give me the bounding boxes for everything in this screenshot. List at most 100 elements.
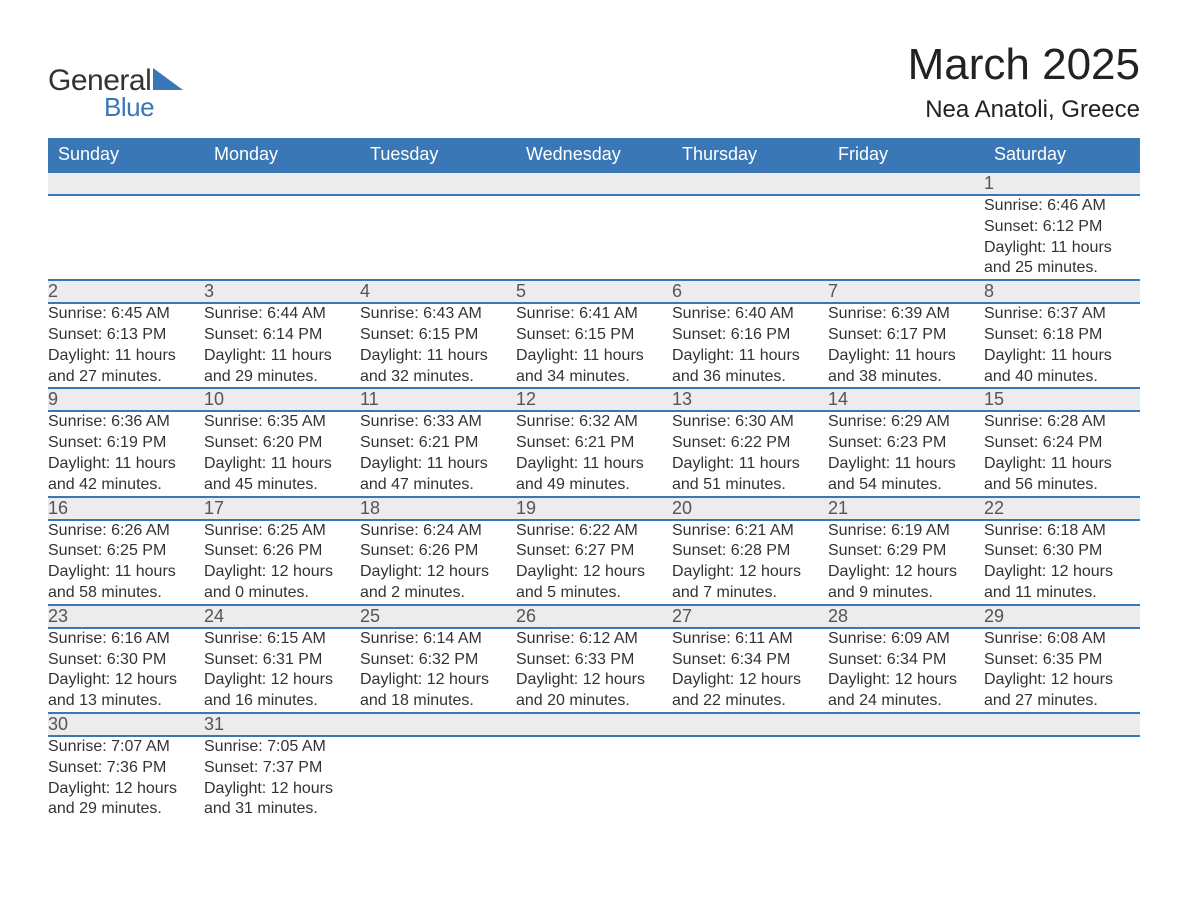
sunrise-line: Sunrise: 6:35 AM bbox=[204, 412, 360, 433]
day-number-cell: 15 bbox=[984, 388, 1140, 411]
day-number-cell: 1 bbox=[984, 172, 1140, 195]
sunset-line: Sunset: 6:16 PM bbox=[672, 325, 828, 346]
sunset-line: Sunset: 6:32 PM bbox=[360, 650, 516, 671]
sunset-line: Sunset: 6:28 PM bbox=[672, 541, 828, 562]
sunset-line: Sunset: 6:29 PM bbox=[828, 541, 984, 562]
weekday-header: Sunday bbox=[48, 138, 204, 172]
daylight-line: Daylight: 11 hours and 54 minutes. bbox=[828, 454, 984, 496]
day-detail-cell bbox=[360, 195, 516, 280]
day-number-cell bbox=[360, 172, 516, 195]
sunrise-line: Sunrise: 6:21 AM bbox=[672, 521, 828, 542]
day-number-cell: 11 bbox=[360, 388, 516, 411]
day-number-cell bbox=[516, 172, 672, 195]
sunrise-line: Sunrise: 6:11 AM bbox=[672, 629, 828, 650]
day-detail-cell: Sunrise: 6:40 AMSunset: 6:16 PMDaylight:… bbox=[672, 303, 828, 388]
sunrise-line: Sunrise: 6:25 AM bbox=[204, 521, 360, 542]
day-number-cell: 8 bbox=[984, 280, 1140, 303]
sunset-line: Sunset: 6:26 PM bbox=[360, 541, 516, 562]
brand-logo: General Blue bbox=[48, 40, 183, 123]
sunrise-line: Sunrise: 6:40 AM bbox=[672, 304, 828, 325]
day-number-cell: 26 bbox=[516, 605, 672, 628]
daylight-line: Daylight: 12 hours and 31 minutes. bbox=[204, 779, 360, 821]
day-number-cell: 22 bbox=[984, 497, 1140, 520]
sunrise-line: Sunrise: 6:22 AM bbox=[516, 521, 672, 542]
day-number-row: 1 bbox=[48, 172, 1140, 195]
daylight-line: Daylight: 11 hours and 58 minutes. bbox=[48, 562, 204, 604]
sunset-line: Sunset: 6:15 PM bbox=[360, 325, 516, 346]
day-detail-cell bbox=[828, 736, 984, 820]
sunrise-line: Sunrise: 6:36 AM bbox=[48, 412, 204, 433]
sunset-line: Sunset: 6:30 PM bbox=[984, 541, 1140, 562]
daylight-line: Daylight: 12 hours and 27 minutes. bbox=[984, 670, 1140, 712]
day-number-cell: 25 bbox=[360, 605, 516, 628]
day-number-cell: 3 bbox=[204, 280, 360, 303]
day-number-cell: 4 bbox=[360, 280, 516, 303]
day-detail-cell bbox=[828, 195, 984, 280]
sunset-line: Sunset: 6:15 PM bbox=[516, 325, 672, 346]
day-detail-cell bbox=[672, 736, 828, 820]
day-number-cell: 14 bbox=[828, 388, 984, 411]
day-detail-cell: Sunrise: 6:33 AMSunset: 6:21 PMDaylight:… bbox=[360, 411, 516, 496]
day-number-row: 3031 bbox=[48, 713, 1140, 736]
day-detail-cell bbox=[204, 195, 360, 280]
sunset-line: Sunset: 6:33 PM bbox=[516, 650, 672, 671]
daylight-line: Daylight: 11 hours and 34 minutes. bbox=[516, 346, 672, 388]
sunset-line: Sunset: 6:23 PM bbox=[828, 433, 984, 454]
day-detail-cell: Sunrise: 6:24 AMSunset: 6:26 PMDaylight:… bbox=[360, 520, 516, 605]
daylight-line: Daylight: 12 hours and 5 minutes. bbox=[516, 562, 672, 604]
weekday-header: Saturday bbox=[984, 138, 1140, 172]
sunrise-line: Sunrise: 6:19 AM bbox=[828, 521, 984, 542]
sunset-line: Sunset: 7:36 PM bbox=[48, 758, 204, 779]
day-detail-cell: Sunrise: 6:44 AMSunset: 6:14 PMDaylight:… bbox=[204, 303, 360, 388]
weekday-header: Friday bbox=[828, 138, 984, 172]
weekday-header: Tuesday bbox=[360, 138, 516, 172]
day-number-cell: 10 bbox=[204, 388, 360, 411]
sunset-line: Sunset: 6:35 PM bbox=[984, 650, 1140, 671]
day-number-cell: 6 bbox=[672, 280, 828, 303]
day-detail-cell: Sunrise: 6:28 AMSunset: 6:24 PMDaylight:… bbox=[984, 411, 1140, 496]
day-detail-cell: Sunrise: 6:14 AMSunset: 6:32 PMDaylight:… bbox=[360, 628, 516, 713]
daylight-line: Daylight: 11 hours and 32 minutes. bbox=[360, 346, 516, 388]
daylight-line: Daylight: 12 hours and 24 minutes. bbox=[828, 670, 984, 712]
daylight-line: Daylight: 12 hours and 20 minutes. bbox=[516, 670, 672, 712]
day-detail-cell bbox=[48, 195, 204, 280]
sunrise-line: Sunrise: 6:32 AM bbox=[516, 412, 672, 433]
daylight-line: Daylight: 12 hours and 7 minutes. bbox=[672, 562, 828, 604]
daylight-line: Daylight: 12 hours and 0 minutes. bbox=[204, 562, 360, 604]
day-number-cell bbox=[828, 713, 984, 736]
sunrise-line: Sunrise: 6:46 AM bbox=[984, 196, 1140, 217]
day-detail-cell: Sunrise: 6:22 AMSunset: 6:27 PMDaylight:… bbox=[516, 520, 672, 605]
calendar-table: Sunday Monday Tuesday Wednesday Thursday… bbox=[48, 138, 1140, 820]
day-detail-cell: Sunrise: 6:35 AMSunset: 6:20 PMDaylight:… bbox=[204, 411, 360, 496]
weekday-header: Monday bbox=[204, 138, 360, 172]
sunset-line: Sunset: 6:34 PM bbox=[828, 650, 984, 671]
day-detail-row: Sunrise: 6:26 AMSunset: 6:25 PMDaylight:… bbox=[48, 520, 1140, 605]
weekday-header-row: Sunday Monday Tuesday Wednesday Thursday… bbox=[48, 138, 1140, 172]
daylight-line: Daylight: 12 hours and 22 minutes. bbox=[672, 670, 828, 712]
sunset-line: Sunset: 6:24 PM bbox=[984, 433, 1140, 454]
day-number-cell bbox=[204, 172, 360, 195]
sunset-line: Sunset: 6:30 PM bbox=[48, 650, 204, 671]
daylight-line: Daylight: 11 hours and 56 minutes. bbox=[984, 454, 1140, 496]
day-detail-cell bbox=[516, 736, 672, 820]
day-detail-cell: Sunrise: 6:25 AMSunset: 6:26 PMDaylight:… bbox=[204, 520, 360, 605]
day-number-cell: 31 bbox=[204, 713, 360, 736]
day-number-cell: 16 bbox=[48, 497, 204, 520]
sunrise-line: Sunrise: 6:43 AM bbox=[360, 304, 516, 325]
daylight-line: Daylight: 11 hours and 29 minutes. bbox=[204, 346, 360, 388]
day-number-cell bbox=[984, 713, 1140, 736]
day-detail-cell: Sunrise: 7:05 AMSunset: 7:37 PMDaylight:… bbox=[204, 736, 360, 820]
day-number-cell: 5 bbox=[516, 280, 672, 303]
sunrise-line: Sunrise: 6:16 AM bbox=[48, 629, 204, 650]
day-number-cell bbox=[48, 172, 204, 195]
day-number-row: 16171819202122 bbox=[48, 497, 1140, 520]
sunset-line: Sunset: 6:22 PM bbox=[672, 433, 828, 454]
weekday-header: Thursday bbox=[672, 138, 828, 172]
header: General Blue March 2025 Nea Anatoli, Gre… bbox=[48, 40, 1140, 124]
day-detail-cell: Sunrise: 6:11 AMSunset: 6:34 PMDaylight:… bbox=[672, 628, 828, 713]
brand-flag-icon bbox=[153, 68, 183, 95]
day-number-cell: 29 bbox=[984, 605, 1140, 628]
sunrise-line: Sunrise: 6:24 AM bbox=[360, 521, 516, 542]
sunrise-line: Sunrise: 6:15 AM bbox=[204, 629, 360, 650]
sunset-line: Sunset: 6:27 PM bbox=[516, 541, 672, 562]
